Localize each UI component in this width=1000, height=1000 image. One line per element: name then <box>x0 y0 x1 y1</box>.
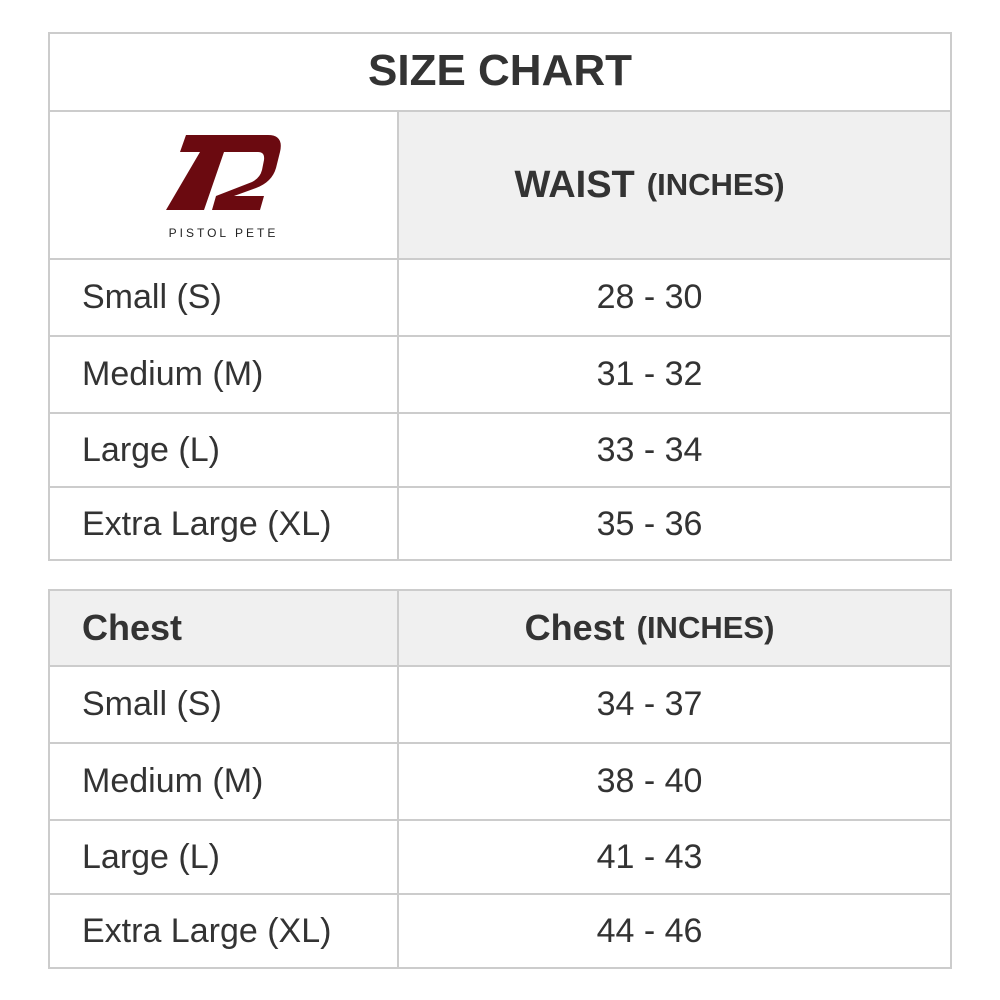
chest-header-label: Chest <box>524 607 625 648</box>
table-row: Large (L) 41 - 43 <box>50 819 950 893</box>
table-row: Large (L) 33 - 34 <box>50 412 950 486</box>
size-label: Small (S) <box>50 260 399 335</box>
waist-unit: (INCHES) <box>646 167 785 202</box>
chest-label: Chest <box>50 591 399 665</box>
size-range: 33 - 34 <box>596 430 703 469</box>
size-label: Extra Large (XL) <box>50 488 399 561</box>
logo-text: PISTOL PETE <box>168 226 279 240</box>
size-label: Small (S) <box>50 667 399 742</box>
table-row: Extra Large (XL) 44 - 46 <box>50 893 950 967</box>
size-label: Medium (M) <box>50 337 399 412</box>
size-label: Medium (M) <box>50 744 399 819</box>
size-range: 28 - 30 <box>596 278 703 316</box>
chest-table: Chest Chest (INCHES) Small (S) 34 - 37 Med… <box>48 589 952 969</box>
page-title: SIZE CHART <box>368 46 632 95</box>
table-row: Medium (M) 38 - 40 <box>50 742 950 819</box>
waist-table: SIZE CHART PISTOL PETE WAIST (INCHES) Sma… <box>48 32 952 561</box>
chest-unit: (INCHES) <box>636 610 775 645</box>
pistol-pete-logo-icon <box>165 135 281 210</box>
table-row: Small (S) 34 - 37 <box>50 665 950 742</box>
size-range: 34 - 37 <box>596 685 703 723</box>
waist-header-label: WAIST <box>514 163 635 206</box>
size-label: Extra Large (XL) <box>50 895 399 967</box>
table-row: Medium (M) 31 - 32 <box>50 335 950 412</box>
table-row: Extra Large (XL) 35 - 36 <box>50 486 950 561</box>
size-range: 31 - 32 <box>596 355 703 393</box>
size-range: 44 - 46 <box>596 911 703 950</box>
size-label: Large (L) <box>50 414 399 486</box>
logo: PISTOL PETE <box>50 112 399 258</box>
size-range: 35 - 36 <box>596 505 703 543</box>
size-range: 41 - 43 <box>596 837 703 876</box>
table-row: Small (S) 28 - 30 <box>50 258 950 335</box>
chest-header: Chest (INCHES) <box>399 591 950 665</box>
size-range: 38 - 40 <box>596 762 703 800</box>
waist-header: WAIST (INCHES) <box>399 112 950 258</box>
size-label: Large (L) <box>50 821 399 893</box>
